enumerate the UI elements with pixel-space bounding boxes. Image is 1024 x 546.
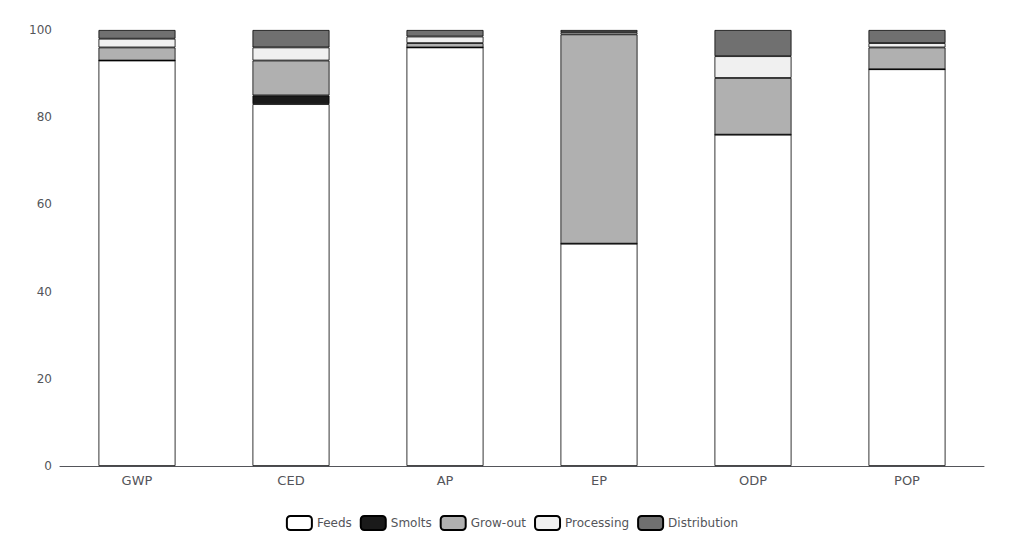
svg-text:0: 0 bbox=[44, 459, 52, 473]
svg-text:100: 100 bbox=[29, 23, 52, 37]
svg-text:Processing: Processing bbox=[565, 516, 629, 530]
svg-text:Grow-out: Grow-out bbox=[471, 516, 527, 530]
svg-text:20: 20 bbox=[37, 372, 52, 386]
svg-text:AP: AP bbox=[437, 473, 454, 488]
svg-text:Distribution: Distribution bbox=[668, 516, 738, 530]
svg-text:80: 80 bbox=[37, 110, 52, 124]
svg-text:Smolts: Smolts bbox=[391, 516, 432, 530]
svg-text:Feeds: Feeds bbox=[317, 516, 352, 530]
svg-text:CED: CED bbox=[277, 473, 304, 488]
svg-text:40: 40 bbox=[37, 285, 52, 299]
svg-text:ODP: ODP bbox=[739, 473, 767, 488]
svg-text:EP: EP bbox=[591, 473, 607, 488]
svg-text:GWP: GWP bbox=[122, 473, 153, 488]
svg-text:POP: POP bbox=[894, 473, 920, 488]
svg-text:60: 60 bbox=[37, 197, 52, 211]
